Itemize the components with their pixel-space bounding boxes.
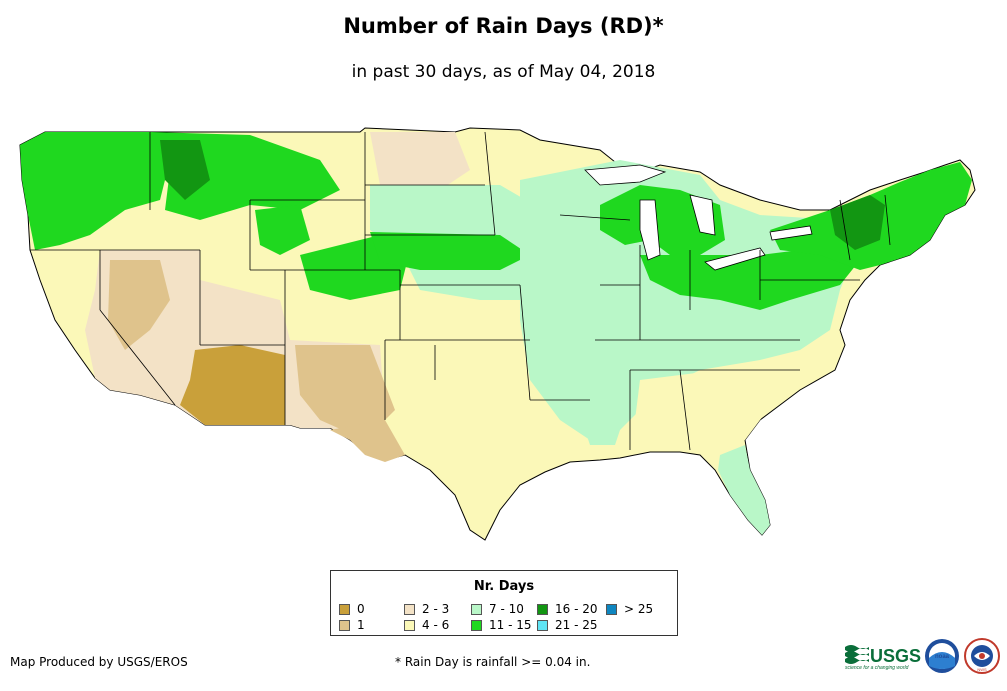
arizona-zero-zone [180, 345, 285, 425]
idaho-heavy-zone [160, 140, 210, 200]
new-mexico-dry-zone [295, 345, 395, 440]
legend-swatch-7 [537, 619, 548, 631]
legend-label-8: > 25 [624, 602, 654, 616]
legend-item-8: > 25 [606, 602, 653, 616]
nebraska-wet-zone [370, 232, 530, 270]
legend-swatch-5 [471, 619, 482, 631]
legend-item-1: 1 [339, 618, 365, 632]
usgs-tagline: science for a changing world [845, 665, 909, 671]
nevada-dry-zone [108, 260, 170, 350]
rain-day-note: * Rain Day is rainfall >= 0.04 in. [395, 655, 591, 669]
southeast-light-zone [635, 370, 790, 455]
usgs-logo: USGS science for a changing world [845, 645, 921, 671]
wyoming-wet-zone [255, 205, 310, 255]
great-lakes-wet-zone [640, 245, 860, 310]
nws-logo-text: NWS [977, 667, 987, 672]
map-subtitle: in past 30 days, as of May 04, 2018 [351, 62, 656, 82]
legend-swatch-4 [471, 603, 482, 615]
legend-swatch-3 [404, 619, 415, 631]
new-england-heavy-zone [830, 195, 885, 250]
florida-zone [718, 445, 770, 535]
texas-dry-zone [330, 420, 405, 462]
nws-logo: NWS [964, 638, 1000, 674]
pacific-northwest-wet-zone [20, 132, 170, 250]
legend-item-7: 21 - 25 [537, 618, 598, 632]
legend-swatch-6 [537, 603, 548, 615]
legend-item-0: 0 [339, 602, 365, 616]
legend-swatch-8 [606, 603, 617, 615]
legend-label-4: 7 - 10 [489, 602, 524, 616]
legend-label-5: 11 - 15 [489, 618, 532, 632]
legend-item-3: 4 - 6 [404, 618, 449, 632]
lake-michigan [639, 199, 661, 261]
legend-label-3: 4 - 6 [422, 618, 450, 632]
legend-label-6: 16 - 20 [555, 602, 598, 616]
legend-box: Nr. Days 0 1 2 - 3 4 - 6 7 - 10 11 - 15 … [330, 570, 678, 636]
legend-item-5: 11 - 15 [471, 618, 532, 632]
lake-erie [704, 247, 766, 271]
legend-label-0: 0 [357, 602, 365, 616]
noaa-logo-text: noaa [935, 654, 950, 660]
legend-item-6: 16 - 20 [537, 602, 598, 616]
state-borders [30, 131, 891, 451]
legend-label-2: 2 - 3 [422, 602, 450, 616]
legend-label-7: 21 - 25 [555, 618, 598, 632]
map-title: Number of Rain Days (RD)* [343, 14, 664, 38]
legend-title: Nr. Days [473, 579, 535, 594]
lake-superior [584, 164, 667, 186]
usgs-logo-text: USGS [870, 646, 921, 666]
legend-item-2: 2 - 3 [404, 602, 449, 616]
legend-swatch-0 [339, 603, 350, 615]
north-dakota-dry-zone [370, 132, 470, 190]
lake-ontario [769, 225, 813, 241]
legend-item-4: 7 - 10 [471, 602, 524, 616]
mississippi-valley-zone [575, 340, 630, 445]
noaa-logo: noaa [925, 639, 959, 673]
legend-swatch-2 [404, 603, 415, 615]
legend-label-1: 1 [357, 618, 365, 632]
map-credit: Map Produced by USGS/EROS [10, 655, 188, 669]
lake-huron [689, 194, 716, 236]
legend-swatch-1 [339, 619, 350, 631]
